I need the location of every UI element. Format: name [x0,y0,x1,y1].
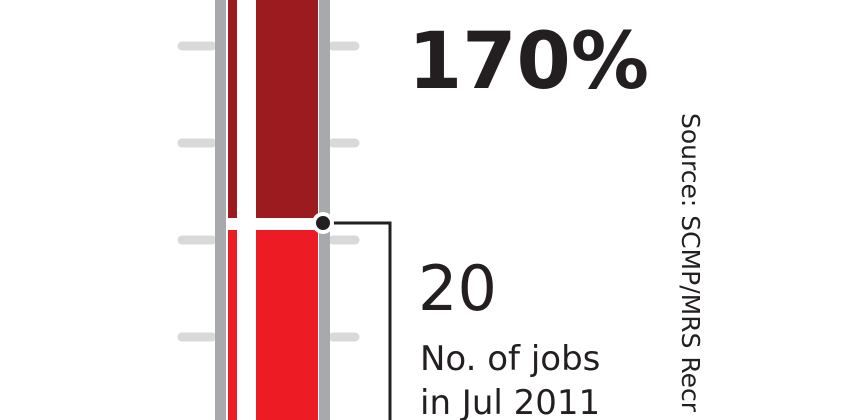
leader-line [323,221,392,420]
source-note: Source: SCMP/MRS Recr [676,113,705,413]
upper-fill-left [228,0,237,218]
callout-value: 20 [418,252,497,325]
marker-dot [316,216,330,230]
scale-ticks [177,41,360,342]
lower-fill-left [228,230,237,420]
callout-label: in Jul 2011 [420,383,600,420]
lower-fill [256,230,318,420]
upper-fill [256,0,318,218]
callout-label: No. of jobs [420,339,600,379]
thermometer [215,0,330,420]
headline-value: 170% [408,17,649,107]
